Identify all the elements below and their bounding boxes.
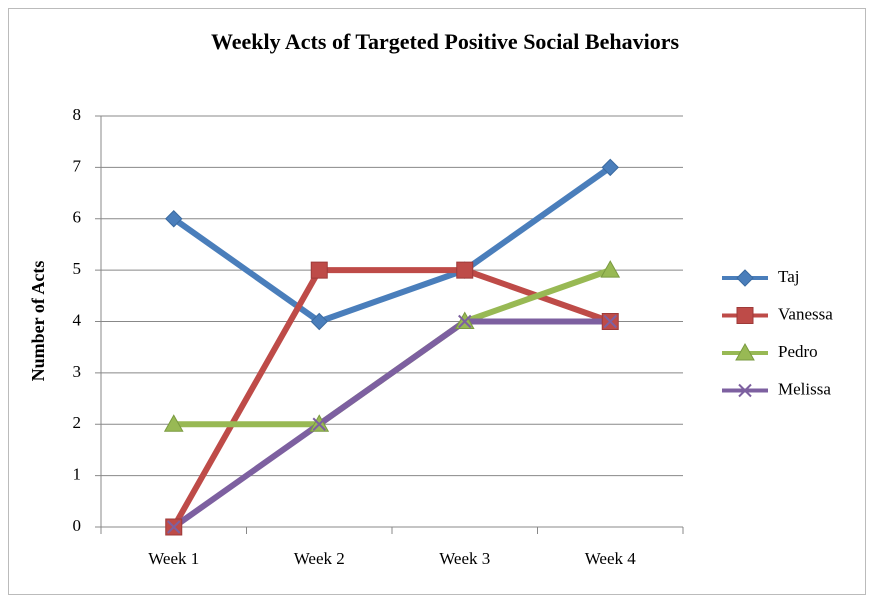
x-tick-label: Week 4 [585, 549, 637, 568]
legend-label: Vanessa [778, 304, 833, 323]
y-tick-label: 6 [73, 208, 82, 227]
y-tick-label: 5 [73, 259, 82, 278]
y-tick-label: 1 [73, 465, 82, 484]
legend-label: Pedro [778, 342, 818, 361]
chart-title: Weekly Acts of Targeted Positive Social … [211, 29, 680, 54]
x-tick-label: Week 2 [294, 549, 345, 568]
y-tick-label: 0 [73, 516, 82, 535]
y-axis-label: Number of Acts [28, 261, 48, 382]
y-tick-label: 3 [73, 362, 82, 381]
marker [600, 260, 621, 278]
series-line [172, 318, 611, 530]
marker [310, 261, 328, 279]
marker [738, 383, 752, 398]
series-line [172, 164, 612, 325]
marker [167, 520, 181, 534]
marker [736, 307, 754, 324]
marker [735, 342, 755, 361]
marker [310, 312, 328, 331]
marker [165, 210, 183, 228]
y-tick-label: 8 [73, 105, 82, 124]
y-tick-label: 4 [73, 310, 82, 329]
marker [163, 414, 184, 432]
chart-border [8, 8, 866, 595]
marker [603, 314, 617, 329]
y-tick-label: 7 [73, 156, 82, 175]
legend-label: Melissa [778, 379, 831, 398]
marker [736, 269, 754, 287]
x-tick-label: Week 3 [439, 549, 490, 568]
marker [601, 158, 619, 177]
x-tick-label: Week 1 [148, 549, 199, 568]
marker [312, 417, 326, 431]
marker [458, 314, 472, 329]
y-tick-label: 2 [73, 413, 82, 432]
legend-label: Taj [778, 267, 799, 286]
marker [456, 261, 474, 279]
